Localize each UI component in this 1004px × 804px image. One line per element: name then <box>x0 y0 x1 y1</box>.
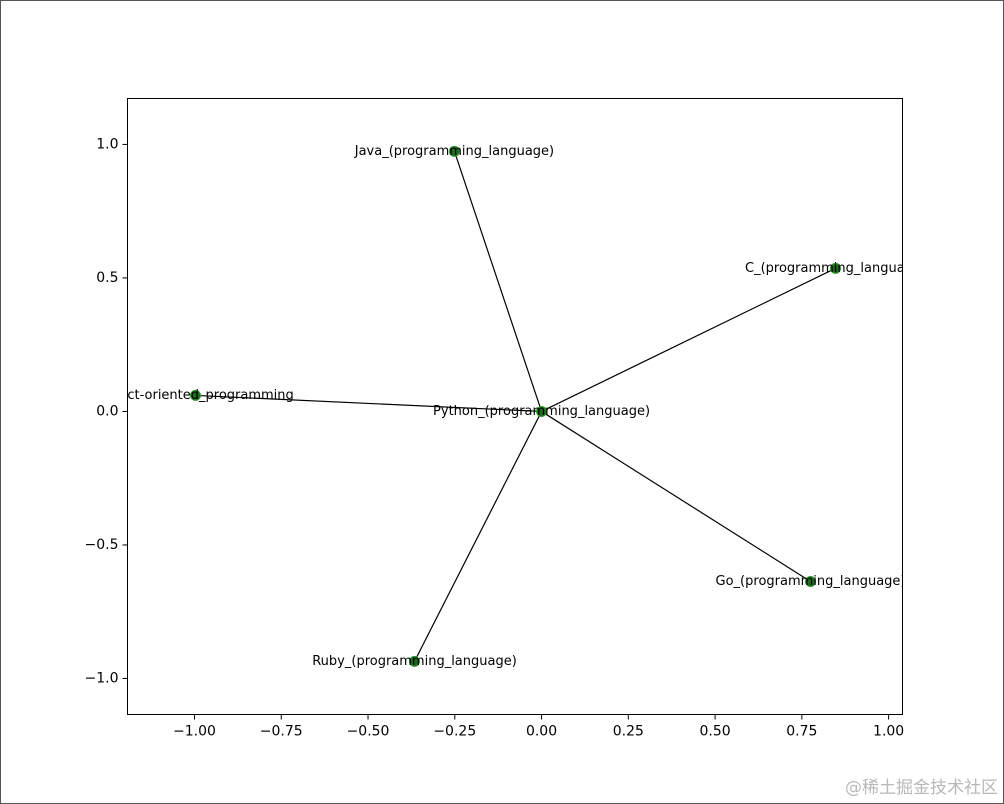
node <box>409 655 421 667</box>
y-tick-label: 0.0 <box>96 403 118 419</box>
x-tick-label: −0.50 <box>347 724 390 740</box>
y-tick-label: 0.5 <box>96 270 118 286</box>
node-label: Go_(programming_language) <box>716 574 906 589</box>
x-tick-label: −0.25 <box>433 724 476 740</box>
node-label: Python_(programming_language) <box>433 404 650 419</box>
edge <box>413 411 543 662</box>
node-label: Java_(programming_language) <box>354 144 554 159</box>
edge <box>541 410 811 583</box>
x-tick-label: 0.75 <box>786 724 817 740</box>
node <box>830 262 842 274</box>
y-tick-label: 1.0 <box>96 136 118 152</box>
edge <box>453 151 543 412</box>
x-tick-label: 0.00 <box>526 724 557 740</box>
x-tick-label: 0.25 <box>613 724 644 740</box>
edge <box>541 267 836 412</box>
node <box>536 405 548 417</box>
node <box>805 576 817 588</box>
x-tick-label: −1.00 <box>173 724 216 740</box>
edge <box>195 394 542 413</box>
plot-area: Python_(programming_language) Java_(progr… <box>97 144 926 669</box>
x-tick-label: 1.00 <box>873 724 904 740</box>
y-tick-label: −0.5 <box>85 537 119 553</box>
node <box>190 389 202 401</box>
axes-frame <box>127 98 903 715</box>
x-tick-label: −0.75 <box>260 724 303 740</box>
x-tick-label: 0.50 <box>699 724 730 740</box>
node <box>448 145 460 157</box>
node-label: Object-oriented_programming <box>97 388 294 403</box>
y-tick-label: −1.0 <box>85 670 119 686</box>
node-label: Ruby_(programming_language) <box>312 654 517 669</box>
node-label: C_(programming_language) <box>745 261 926 276</box>
watermark: @稀土掘金技术社区 <box>845 778 998 798</box>
